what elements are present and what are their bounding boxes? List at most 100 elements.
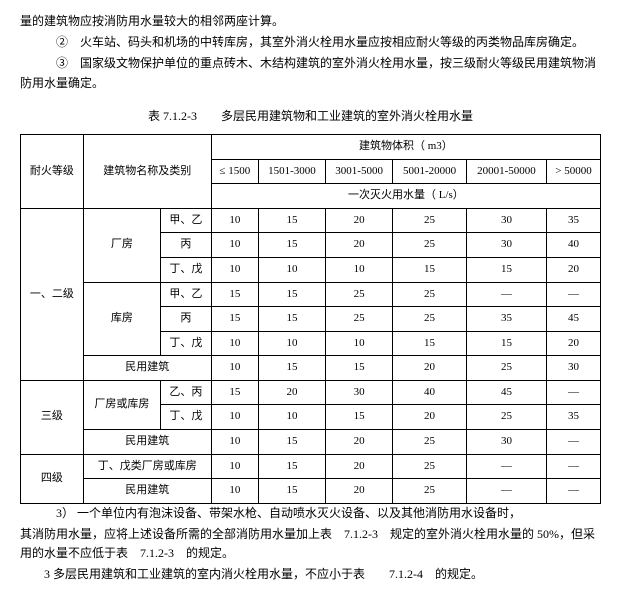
cell-value: 35 — [466, 307, 546, 332]
table-body: 一、二级厂房甲、乙101520253035丙101520253040丁、戊101… — [21, 208, 601, 503]
cell-category: 厂房 — [83, 208, 160, 282]
cell-value: 10 — [211, 454, 258, 479]
cell-category: 厂房或库房 — [83, 380, 160, 429]
cell-value: 10 — [211, 257, 258, 282]
cell-category: 丁、戊类厂房或库房 — [83, 454, 211, 479]
cell-grade: 三级 — [21, 380, 84, 454]
cell-value: — — [547, 454, 601, 479]
cell-value: 35 — [547, 405, 601, 430]
post-note-2: 3 多层民用建筑和工业建筑的室内消火栓用水量，不应小于表 7.1.2-4 的规定… — [20, 565, 601, 584]
cell-value: 15 — [326, 356, 393, 381]
th-vol-col: 5001-20000 — [393, 159, 467, 184]
th-volume: 建筑物体积（ m3） — [211, 134, 600, 159]
cell-subcategory: 丁、戊 — [161, 405, 212, 430]
cell-category: 民用建筑 — [83, 479, 211, 504]
table-row: 库房甲、乙15152525—— — [21, 282, 601, 307]
cell-value: 10 — [258, 405, 325, 430]
cell-value: 10 — [211, 430, 258, 455]
cell-value: 15 — [258, 430, 325, 455]
cell-value: 15 — [393, 257, 467, 282]
cell-value: 25 — [393, 479, 467, 504]
cell-value: 10 — [211, 233, 258, 258]
cell-value: — — [466, 454, 546, 479]
fire-water-table: 耐火等级 建筑物名称及类别 建筑物体积（ m3） ≤ 15001501-3000… — [20, 134, 601, 504]
th-fire-grade: 耐火等级 — [21, 134, 84, 208]
cell-value: 10 — [211, 479, 258, 504]
cell-value: 15 — [466, 331, 546, 356]
cell-value: 20 — [547, 257, 601, 282]
cell-value: 20 — [326, 233, 393, 258]
th-building-type: 建筑物名称及类别 — [83, 134, 211, 208]
cell-subcategory: 甲、乙 — [161, 208, 212, 233]
cell-value: 10 — [211, 208, 258, 233]
cell-value: 25 — [326, 282, 393, 307]
cell-value: 25 — [466, 405, 546, 430]
th-vol-col: ≤ 1500 — [211, 159, 258, 184]
th-flow: 一次灭火用水量（ L/s） — [211, 184, 600, 209]
th-vol-col: 20001-50000 — [466, 159, 546, 184]
cell-grade: 四级 — [21, 454, 84, 503]
cell-value: 10 — [211, 405, 258, 430]
th-vol-col: 3001-5000 — [326, 159, 393, 184]
cell-value: 20 — [326, 479, 393, 504]
cell-value: 25 — [393, 430, 467, 455]
cell-value: 25 — [393, 208, 467, 233]
cell-value: 15 — [258, 356, 325, 381]
cell-value: 15 — [258, 282, 325, 307]
prelude-line: 量的建筑物应按消防用水量较大的相邻两座计算。 — [20, 12, 601, 31]
cell-subcategory: 丙 — [161, 307, 212, 332]
cell-value: 15 — [258, 479, 325, 504]
cell-value: 30 — [547, 356, 601, 381]
cell-value: 10 — [258, 257, 325, 282]
cell-value: 15 — [258, 307, 325, 332]
cell-value: 25 — [393, 282, 467, 307]
cell-value: — — [547, 430, 601, 455]
cell-value: 20 — [393, 405, 467, 430]
cell-value: 10 — [258, 331, 325, 356]
table-row: 民用建筑10152025—— — [21, 479, 601, 504]
cell-value: 10 — [211, 356, 258, 381]
th-vol-col: 1501-3000 — [258, 159, 325, 184]
cell-grade: 一、二级 — [21, 208, 84, 380]
cell-value: 40 — [547, 233, 601, 258]
cell-value: 15 — [258, 208, 325, 233]
cell-category: 库房 — [83, 282, 160, 356]
cell-value: 15 — [258, 454, 325, 479]
cell-value: — — [547, 380, 601, 405]
table-row: 四级丁、戊类厂房或库房10152025—— — [21, 454, 601, 479]
cell-value: 15 — [258, 233, 325, 258]
cell-subcategory: 甲、乙 — [161, 282, 212, 307]
cell-value: 10 — [211, 331, 258, 356]
cell-value: 40 — [393, 380, 467, 405]
table-row: 一、二级厂房甲、乙101520253035 — [21, 208, 601, 233]
cell-value: — — [466, 282, 546, 307]
cell-value: 45 — [466, 380, 546, 405]
cell-value: 10 — [326, 257, 393, 282]
cell-value: 15 — [211, 282, 258, 307]
cell-subcategory: 丁、戊 — [161, 257, 212, 282]
th-vol-col: > 50000 — [547, 159, 601, 184]
cell-value: 15 — [211, 380, 258, 405]
cell-subcategory: 丙 — [161, 233, 212, 258]
cell-value: 15 — [466, 257, 546, 282]
cell-value: 20 — [258, 380, 325, 405]
cell-value: 20 — [393, 356, 467, 381]
table-row: 三级厂房或库房乙、丙1520304045— — [21, 380, 601, 405]
note-3: ③ 国家级文物保护单位的重点砖木、木结构建筑的室外消火栓用水量，按三级耐火等级民… — [20, 54, 601, 92]
note-2: ② 火车站、码头和机场的中转库房，其室外消火栓用水量应按相应耐火等级的丙类物品库… — [20, 33, 601, 52]
table-title: 表 7.1.2-3 多层民用建筑物和工业建筑的室外消火栓用水量 — [20, 107, 601, 126]
cell-value: 25 — [393, 454, 467, 479]
cell-category: 民用建筑 — [83, 356, 211, 381]
cell-value: 20 — [326, 430, 393, 455]
cell-subcategory: 丁、戊 — [161, 331, 212, 356]
post-note-1b: 其消防用水量，应将上述设备所需的全部消防用水量加上表 7.1.2-3 规定的室外… — [20, 525, 601, 563]
cell-value: 25 — [393, 233, 467, 258]
cell-value: 15 — [326, 405, 393, 430]
cell-value: 20 — [326, 454, 393, 479]
cell-value: 30 — [466, 430, 546, 455]
cell-subcategory: 乙、丙 — [161, 380, 212, 405]
cell-value: 15 — [211, 307, 258, 332]
cell-value: — — [466, 479, 546, 504]
cell-category: 民用建筑 — [83, 430, 211, 455]
cell-value: 30 — [326, 380, 393, 405]
